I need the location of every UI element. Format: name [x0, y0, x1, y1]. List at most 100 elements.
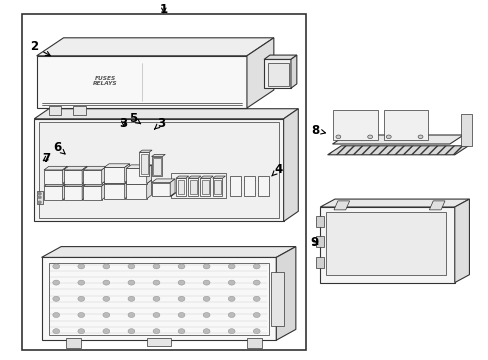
Polygon shape [104, 164, 129, 167]
Circle shape [153, 329, 160, 334]
Circle shape [128, 264, 135, 269]
Polygon shape [34, 119, 283, 221]
Circle shape [128, 312, 135, 318]
Polygon shape [271, 272, 283, 326]
Circle shape [102, 280, 109, 285]
Polygon shape [177, 180, 184, 194]
Polygon shape [454, 199, 468, 283]
Circle shape [128, 280, 135, 285]
Circle shape [78, 296, 84, 301]
Text: 4: 4 [271, 163, 282, 176]
Text: 9: 9 [310, 237, 318, 249]
Polygon shape [66, 338, 81, 348]
Polygon shape [102, 166, 106, 184]
Circle shape [153, 296, 160, 301]
Polygon shape [104, 184, 124, 199]
Polygon shape [200, 176, 213, 178]
Circle shape [78, 264, 84, 269]
Circle shape [153, 280, 160, 285]
Polygon shape [189, 180, 196, 194]
Circle shape [102, 329, 109, 334]
Polygon shape [37, 38, 273, 56]
Polygon shape [41, 257, 276, 340]
Circle shape [228, 312, 235, 318]
Polygon shape [49, 106, 61, 115]
Circle shape [38, 196, 41, 198]
Polygon shape [264, 59, 290, 88]
Polygon shape [188, 176, 201, 178]
Polygon shape [327, 146, 468, 155]
Polygon shape [171, 193, 176, 196]
Polygon shape [290, 55, 296, 88]
Polygon shape [316, 236, 324, 247]
Polygon shape [104, 180, 129, 184]
Polygon shape [139, 150, 152, 152]
Circle shape [153, 264, 160, 269]
Text: 3: 3 [120, 117, 127, 130]
Polygon shape [214, 180, 221, 194]
Circle shape [367, 135, 372, 139]
Polygon shape [41, 247, 295, 257]
Text: 5: 5 [129, 112, 141, 125]
Polygon shape [428, 201, 444, 210]
Polygon shape [325, 212, 445, 275]
Circle shape [203, 264, 210, 269]
Polygon shape [151, 154, 165, 157]
Text: 3: 3 [154, 117, 165, 130]
Circle shape [128, 329, 135, 334]
Circle shape [253, 280, 260, 285]
Polygon shape [124, 164, 129, 183]
Circle shape [53, 312, 60, 318]
Polygon shape [320, 207, 454, 283]
Polygon shape [176, 176, 188, 178]
Polygon shape [171, 193, 176, 196]
Circle shape [335, 135, 340, 139]
Polygon shape [246, 38, 273, 108]
Polygon shape [44, 170, 62, 184]
Polygon shape [383, 110, 427, 140]
Polygon shape [37, 56, 246, 108]
Circle shape [78, 329, 84, 334]
Polygon shape [258, 176, 268, 196]
Circle shape [78, 280, 84, 285]
Polygon shape [229, 176, 240, 196]
Polygon shape [102, 183, 106, 200]
Polygon shape [63, 166, 87, 170]
Polygon shape [83, 166, 106, 170]
Polygon shape [170, 179, 175, 196]
Circle shape [38, 201, 41, 203]
Polygon shape [316, 216, 324, 227]
Polygon shape [83, 170, 102, 184]
Polygon shape [267, 63, 288, 86]
Polygon shape [37, 191, 42, 204]
Polygon shape [460, 114, 471, 146]
Text: 8: 8 [310, 124, 325, 137]
Circle shape [78, 312, 84, 318]
Circle shape [102, 264, 109, 269]
Polygon shape [246, 338, 261, 348]
Polygon shape [126, 180, 151, 184]
Circle shape [253, 296, 260, 301]
Circle shape [386, 135, 390, 139]
Text: FUSES
RELAYS: FUSES RELAYS [93, 76, 117, 86]
Circle shape [228, 280, 235, 285]
Polygon shape [316, 257, 324, 268]
Polygon shape [44, 186, 62, 200]
Polygon shape [82, 183, 87, 200]
Polygon shape [333, 110, 377, 140]
Polygon shape [212, 176, 225, 178]
Circle shape [53, 329, 60, 334]
Circle shape [417, 135, 422, 139]
Circle shape [203, 280, 210, 285]
Circle shape [228, 329, 235, 334]
Circle shape [178, 312, 184, 318]
Circle shape [178, 329, 184, 334]
Circle shape [253, 329, 260, 334]
Polygon shape [126, 184, 146, 199]
Circle shape [178, 264, 184, 269]
Polygon shape [151, 157, 162, 176]
Text: 2: 2 [30, 40, 50, 56]
Circle shape [228, 264, 235, 269]
Circle shape [53, 264, 60, 269]
Polygon shape [188, 178, 198, 196]
